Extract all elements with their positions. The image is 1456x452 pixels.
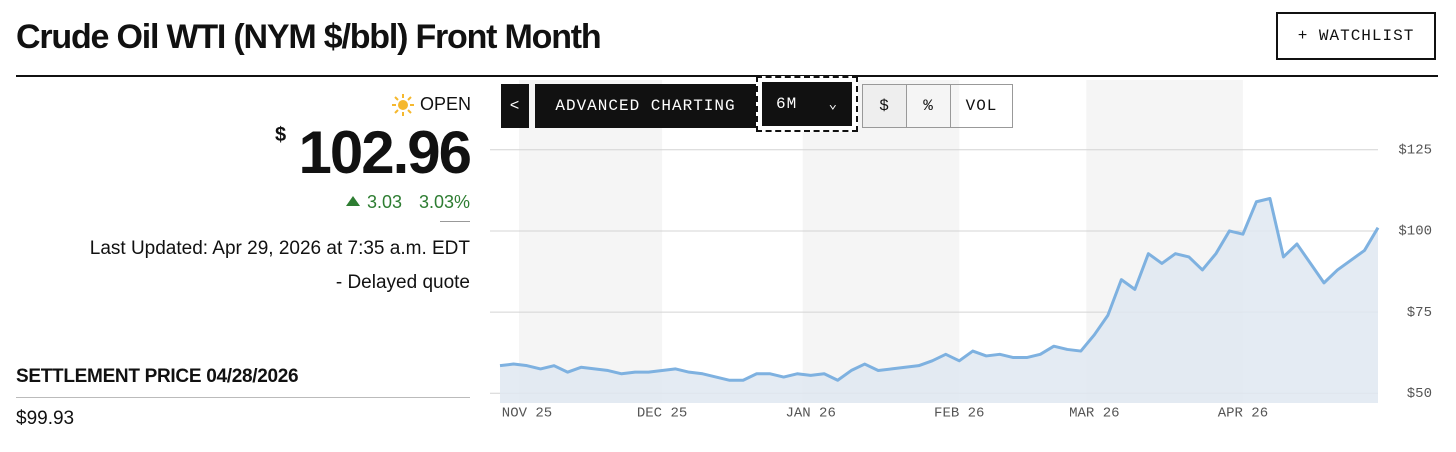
advanced-charting-button[interactable]: ADVANCED CHARTING <box>535 84 756 128</box>
up-arrow <box>346 196 360 206</box>
divider <box>16 397 470 398</box>
chart: $125 $100 $75 $50 NOV 25 DEC 25 JAN 26 FEB 26 MA… <box>490 80 1432 422</box>
area <box>500 198 1378 403</box>
change: 3.03 <box>367 192 403 212</box>
divider <box>440 221 470 222</box>
mode-button[interactable]: % <box>906 84 951 128</box>
settlement-value: $99.93 <box>16 408 75 429</box>
delay-note: - Delayed quote <box>335 272 470 293</box>
mode-button[interactable]: VOL <box>950 84 1013 128</box>
back-button[interactable]: < <box>501 84 529 128</box>
range-select[interactable]: 6M ⌄ <box>762 82 852 126</box>
y-tick-label: $100 <box>1398 224 1432 240</box>
x-tick-label: DEC 25 <box>637 406 687 422</box>
watchlist-button[interactable]: + WATCHLIST <box>1276 12 1436 60</box>
x-tick-label: NOV 25 <box>502 406 552 422</box>
settlement-label: SETTLEMENT PRICE 04/28/2026 <box>16 366 299 387</box>
change-percent: 3.03% <box>418 192 470 212</box>
x-tick-label: APR 26 <box>1218 406 1268 422</box>
y-tick-label: $125 <box>1398 142 1432 158</box>
x-tick-label: JAN 26 <box>785 406 835 422</box>
month-band <box>802 80 960 403</box>
range-wrapper: 6M ⌄ <box>756 76 858 132</box>
sun-icon <box>392 94 414 116</box>
month-band <box>519 80 663 403</box>
x-tick-label: MAR 26 <box>1069 406 1119 422</box>
price: 102.96 <box>298 119 472 186</box>
market-status: OPEN <box>420 94 472 114</box>
range-label: 6M <box>776 95 798 113</box>
chevron: ⌄ <box>828 96 838 113</box>
x-tick-label: FEB 26 <box>934 406 984 422</box>
y-tick-label: $75 <box>1407 305 1432 321</box>
page-title: Crude Oil WTI (NYM $/bbl) Front Month <box>16 18 602 56</box>
divider <box>16 75 1438 77</box>
last-updated: Last Updated: Apr 29, 2026 at 7:35 a.m. … <box>89 238 470 259</box>
mode-button[interactable]: $ <box>862 84 907 128</box>
currency: $ <box>275 124 287 146</box>
y-tick-label: $50 <box>1407 386 1432 402</box>
price-line <box>499 196 1380 382</box>
